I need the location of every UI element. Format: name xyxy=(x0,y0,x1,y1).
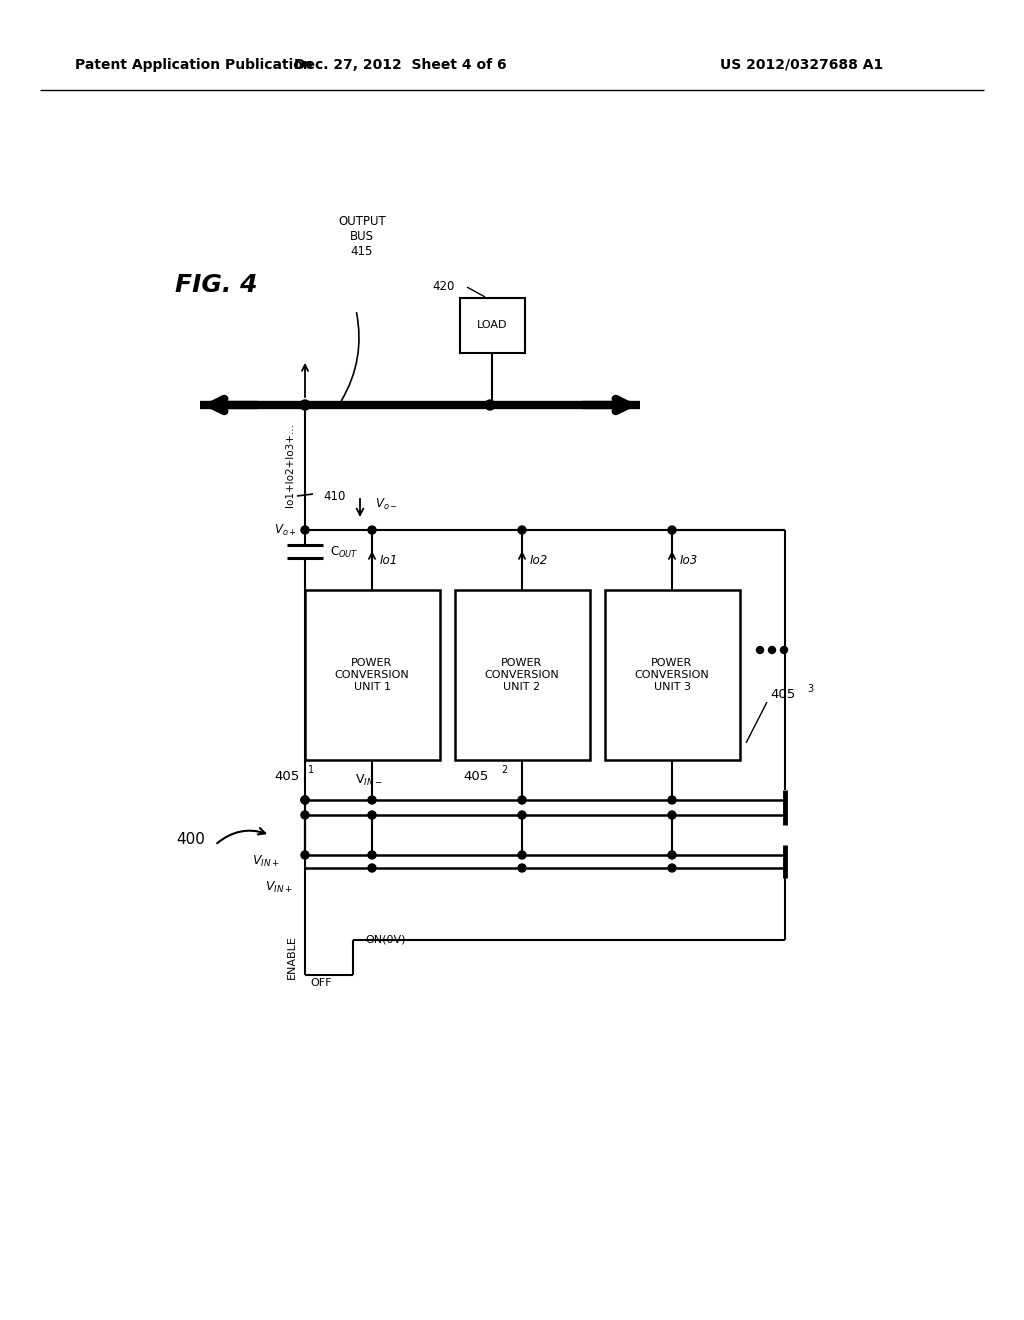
Circle shape xyxy=(518,865,526,873)
Text: 1: 1 xyxy=(308,766,314,775)
Text: LOAD: LOAD xyxy=(477,319,507,330)
Circle shape xyxy=(668,865,676,873)
Circle shape xyxy=(301,851,309,859)
Text: 405: 405 xyxy=(274,770,300,783)
Text: 2: 2 xyxy=(501,766,507,775)
Text: 420: 420 xyxy=(432,280,455,293)
Circle shape xyxy=(668,796,676,804)
Circle shape xyxy=(301,525,309,535)
Text: 405: 405 xyxy=(770,689,796,701)
Text: 3: 3 xyxy=(807,684,813,694)
Circle shape xyxy=(301,810,309,818)
Circle shape xyxy=(368,796,376,804)
Text: ENABLE: ENABLE xyxy=(287,935,297,979)
Circle shape xyxy=(780,647,787,653)
Circle shape xyxy=(368,865,376,873)
Circle shape xyxy=(518,525,526,535)
Text: POWER
CONVERSION
UNIT 2: POWER CONVERSION UNIT 2 xyxy=(484,659,559,692)
Circle shape xyxy=(301,796,309,804)
Text: V$_{IN+}$: V$_{IN+}$ xyxy=(252,854,280,869)
Text: FIG. 4: FIG. 4 xyxy=(175,273,257,297)
Circle shape xyxy=(518,810,526,818)
Bar xyxy=(460,298,525,352)
Circle shape xyxy=(668,810,676,818)
Bar xyxy=(605,590,740,760)
Text: Io2: Io2 xyxy=(530,553,548,566)
Text: 400: 400 xyxy=(176,833,205,847)
Text: POWER
CONVERSION
UNIT 3: POWER CONVERSION UNIT 3 xyxy=(635,659,710,692)
Bar xyxy=(305,590,440,760)
Text: OUTPUT
BUS
415: OUTPUT BUS 415 xyxy=(338,215,386,257)
Circle shape xyxy=(668,851,676,859)
Circle shape xyxy=(368,851,376,859)
Text: Dec. 27, 2012  Sheet 4 of 6: Dec. 27, 2012 Sheet 4 of 6 xyxy=(294,58,506,73)
Text: ON(0V): ON(0V) xyxy=(365,935,406,945)
Circle shape xyxy=(368,810,376,818)
Text: Io1: Io1 xyxy=(380,553,398,566)
Circle shape xyxy=(518,796,526,804)
Text: V$_{o+}$: V$_{o+}$ xyxy=(274,523,297,537)
Text: V$_{o-}$: V$_{o-}$ xyxy=(375,496,398,512)
Circle shape xyxy=(668,525,676,535)
Text: V$_{IN+}$: V$_{IN+}$ xyxy=(265,880,293,895)
Circle shape xyxy=(768,647,775,653)
Circle shape xyxy=(518,851,526,859)
Text: 410: 410 xyxy=(323,490,345,503)
Circle shape xyxy=(757,647,764,653)
Bar xyxy=(455,590,590,760)
Text: V$_{IN-}$: V$_{IN-}$ xyxy=(355,774,383,788)
Circle shape xyxy=(368,525,376,535)
Text: 405: 405 xyxy=(463,770,488,783)
Text: Io1+Io2+Io3+...: Io1+Io2+Io3+... xyxy=(285,422,295,507)
Text: OFF: OFF xyxy=(310,978,332,987)
Circle shape xyxy=(301,796,309,804)
Text: C$_{OUT}$: C$_{OUT}$ xyxy=(330,544,358,560)
Text: Patent Application Publication: Patent Application Publication xyxy=(75,58,312,73)
Text: Io3: Io3 xyxy=(680,553,698,566)
Text: US 2012/0327688 A1: US 2012/0327688 A1 xyxy=(720,58,884,73)
Circle shape xyxy=(300,400,310,411)
Circle shape xyxy=(485,400,495,411)
Text: POWER
CONVERSION
UNIT 1: POWER CONVERSION UNIT 1 xyxy=(335,659,410,692)
